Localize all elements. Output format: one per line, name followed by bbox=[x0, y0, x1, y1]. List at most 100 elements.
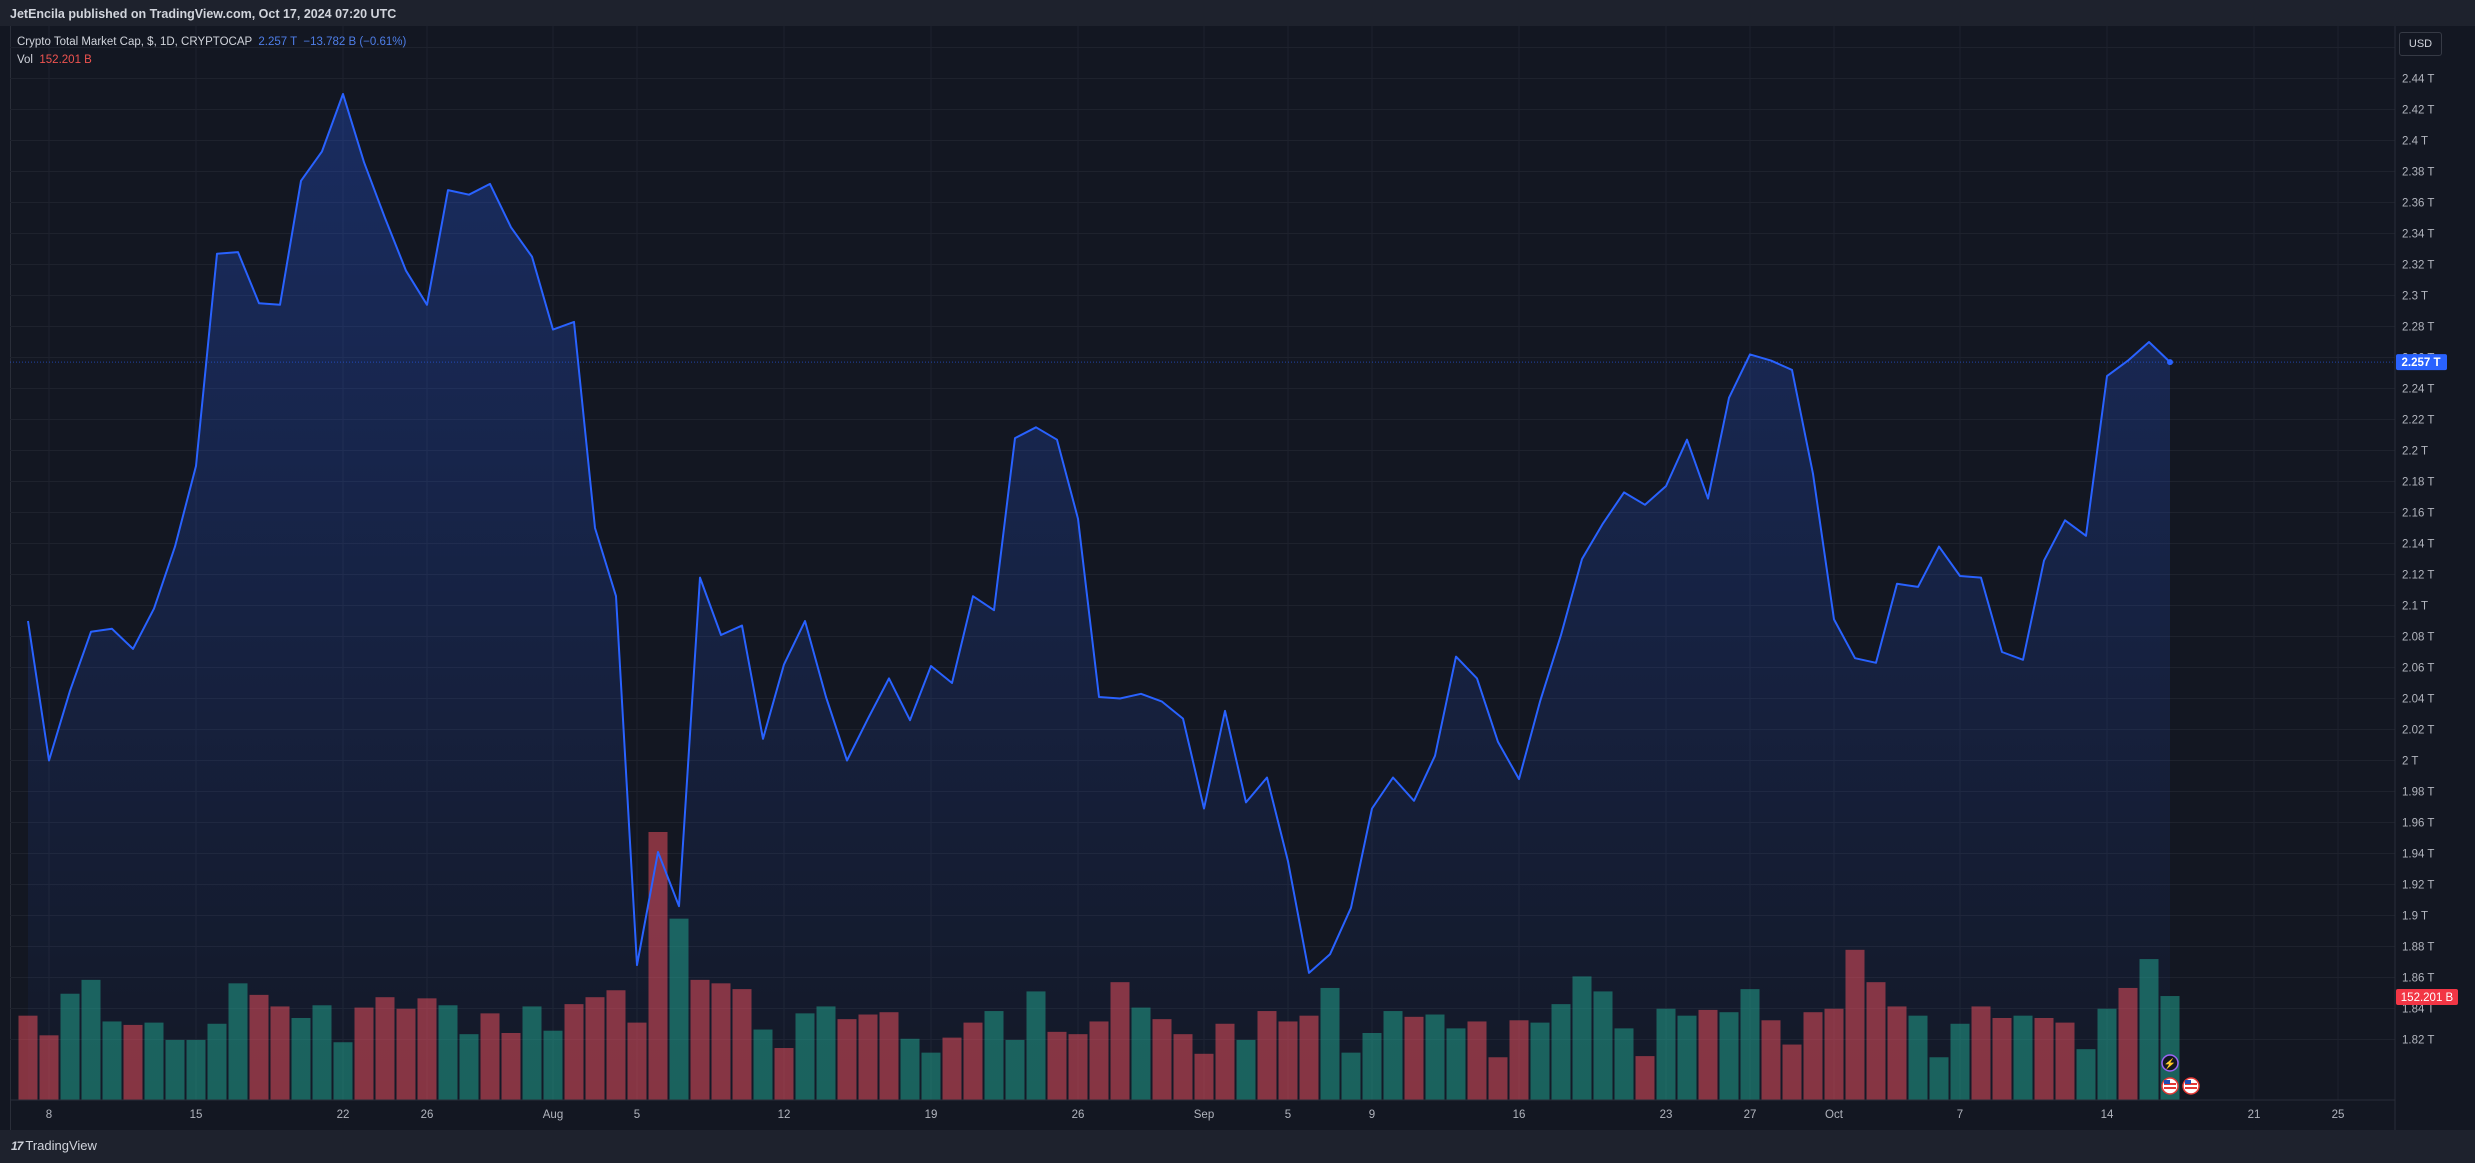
volume-bar bbox=[1257, 1011, 1277, 1100]
axis-value-labels: 2.257 T 152.201 B bbox=[2396, 354, 2458, 1005]
event-icons: ⚡ bbox=[2161, 1054, 2200, 1095]
volume-bar bbox=[1845, 949, 1865, 1100]
volume-bar bbox=[354, 1007, 374, 1100]
volume-bar bbox=[1593, 991, 1613, 1100]
volume-bar bbox=[1467, 1021, 1487, 1100]
volume-bar bbox=[984, 1011, 1004, 1100]
volume-bar bbox=[1236, 1039, 1256, 1100]
y-tick-label: 2.38 T bbox=[2402, 167, 2434, 179]
volume-bars bbox=[18, 832, 2180, 1100]
volume-bar bbox=[1404, 1016, 1424, 1100]
x-tick-label: Oct bbox=[1825, 1109, 1844, 1121]
volume-bar bbox=[1761, 1020, 1781, 1100]
volume-bar bbox=[627, 1022, 647, 1100]
volume-bar bbox=[18, 1015, 38, 1100]
volume-axis-label: 152.201 B bbox=[2401, 992, 2454, 1004]
price-axis[interactable] bbox=[2395, 26, 2475, 1130]
y-tick-label: 2.4 T bbox=[2402, 136, 2428, 148]
volume-bar bbox=[2076, 1049, 2096, 1100]
volume-bar bbox=[1152, 1019, 1172, 1100]
y-tick-label: 2.1 T bbox=[2402, 601, 2428, 613]
volume-bar bbox=[1383, 1011, 1403, 1100]
x-tick-label: 14 bbox=[2101, 1109, 2114, 1121]
volume-bar bbox=[60, 993, 80, 1100]
volume-bar bbox=[669, 918, 689, 1100]
x-tick-label: 22 bbox=[337, 1109, 350, 1121]
x-tick-label: 12 bbox=[778, 1109, 791, 1121]
y-tick-label: 2.2 T bbox=[2402, 446, 2428, 458]
volume-bar bbox=[312, 1005, 332, 1100]
volume-bar bbox=[1047, 1031, 1067, 1100]
currency-button[interactable]: USD bbox=[2399, 32, 2442, 56]
volume-bar bbox=[1131, 1007, 1151, 1100]
volume-bar bbox=[1677, 1015, 1697, 1100]
volume-bar bbox=[1530, 1022, 1550, 1100]
volume-bar bbox=[291, 1017, 311, 1100]
volume-bar bbox=[1614, 1028, 1634, 1100]
volume-bar bbox=[123, 1024, 143, 1100]
lightning-event-icon[interactable]: ⚡ bbox=[2161, 1054, 2179, 1072]
y-tick-label: 2.28 T bbox=[2402, 322, 2434, 334]
volume-bar bbox=[207, 1023, 227, 1100]
volume-bar bbox=[165, 1039, 185, 1100]
us-flag-event-icon[interactable] bbox=[2161, 1077, 2179, 1095]
volume-bar bbox=[270, 1006, 290, 1100]
volume-bar bbox=[249, 994, 269, 1100]
y-tick-label: 1.84 T bbox=[2402, 1004, 2434, 1016]
symbol-title: Crypto Total Market Cap, $, 1D, CRYPTOCA… bbox=[17, 36, 252, 48]
price-line-group bbox=[10, 93, 2395, 974]
volume-bar bbox=[1635, 1056, 1655, 1100]
y-tick-label: 2.04 T bbox=[2402, 694, 2434, 706]
volume-bar bbox=[2013, 1015, 2033, 1100]
tradingview-logo-icon: 17 bbox=[11, 1138, 23, 1153]
y-tick-label: 2.14 T bbox=[2402, 539, 2434, 551]
x-tick-label: 16 bbox=[1513, 1109, 1526, 1121]
y-tick-label: 2.16 T bbox=[2402, 508, 2434, 520]
x-tick-label: 7 bbox=[1957, 1109, 1963, 1121]
legend-symbol-row: Crypto Total Market Cap, $, 1D, CRYPTOCA… bbox=[17, 33, 406, 51]
volume-bar bbox=[501, 1033, 521, 1100]
volume-bar bbox=[459, 1034, 479, 1100]
volume-bar bbox=[1992, 1017, 2012, 1100]
x-tick-label: 23 bbox=[1660, 1109, 1673, 1121]
volume-bar bbox=[753, 1029, 773, 1100]
volume-bar bbox=[1194, 1053, 1214, 1100]
volume-bar bbox=[1908, 1015, 1928, 1100]
y-tick-label: 2.02 T bbox=[2402, 725, 2434, 737]
volume-bar bbox=[1173, 1034, 1193, 1100]
volume-bar bbox=[1803, 1012, 1823, 1100]
y-tick-label: 2.32 T bbox=[2402, 260, 2434, 272]
y-tick-label: 1.94 T bbox=[2402, 849, 2434, 861]
y-tick-label: 2.3 T bbox=[2402, 291, 2428, 303]
publish-info: JetEncila published on TradingView.com, … bbox=[10, 7, 397, 21]
svg-text:⚡: ⚡ bbox=[2164, 1057, 2176, 1070]
volume-bar bbox=[1698, 1009, 1718, 1100]
volume-bar bbox=[879, 1012, 899, 1100]
volume-bar bbox=[1362, 1033, 1382, 1100]
y-tick-label: 1.82 T bbox=[2402, 1035, 2434, 1047]
volume-bar bbox=[438, 1005, 458, 1100]
volume-bar bbox=[711, 983, 731, 1100]
volume-bar bbox=[900, 1038, 920, 1100]
y-tick-label: 2.18 T bbox=[2402, 477, 2434, 489]
y-tick-label: 2.08 T bbox=[2402, 632, 2434, 644]
tradingview-logo[interactable]: 17 TradingView bbox=[11, 1138, 97, 1153]
y-tick-label: 2.42 T bbox=[2402, 105, 2434, 117]
y-tick-label: 1.98 T bbox=[2402, 787, 2434, 799]
volume-label-bg bbox=[2396, 989, 2458, 1005]
volume-value: 152.201 B bbox=[39, 54, 92, 66]
us-flag-event-icon[interactable] bbox=[2182, 1077, 2200, 1095]
volume-bar bbox=[1551, 1004, 1571, 1100]
y-tick-label: 1.86 T bbox=[2402, 973, 2434, 985]
y-tick-label: 1.92 T bbox=[2402, 880, 2434, 892]
change-value: −13.782 B (−0.61%) bbox=[303, 36, 407, 48]
volume-bar bbox=[1950, 1023, 1970, 1100]
x-tick-label: Aug bbox=[543, 1109, 563, 1121]
x-tick-label: 21 bbox=[2248, 1109, 2261, 1121]
brand-name: TradingView bbox=[25, 1138, 97, 1153]
volume-bar bbox=[1215, 1023, 1235, 1100]
volume-bar bbox=[1824, 1008, 1844, 1100]
volume-bar bbox=[102, 1021, 122, 1100]
volume-bar bbox=[480, 1013, 500, 1100]
